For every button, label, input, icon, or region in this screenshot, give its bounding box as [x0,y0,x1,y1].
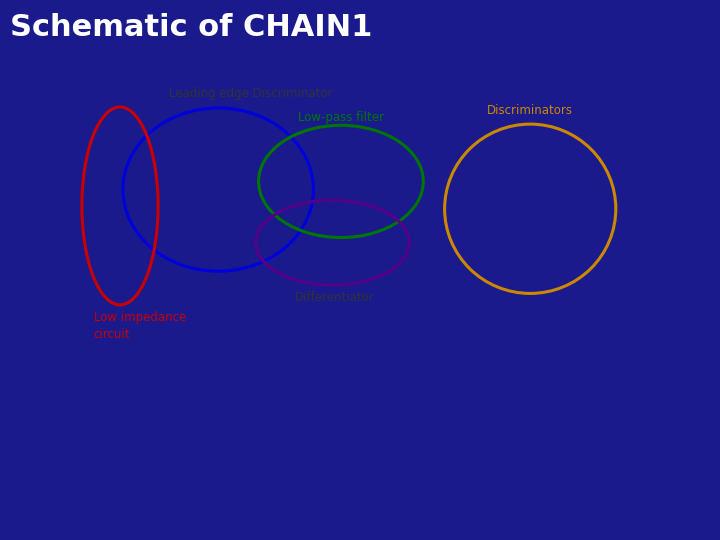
Text: circuit: circuit [94,328,130,341]
Text: Low impedance: Low impedance [94,311,186,324]
Text: Low-pass filter: Low-pass filter [298,111,384,124]
Text: Schematic of CHAIN1: Schematic of CHAIN1 [10,12,372,42]
Text: Discriminators: Discriminators [487,104,573,117]
Text: Differentiator: Differentiator [294,291,374,304]
Text: Leading edge Discriminator: Leading edge Discriminator [168,87,332,100]
